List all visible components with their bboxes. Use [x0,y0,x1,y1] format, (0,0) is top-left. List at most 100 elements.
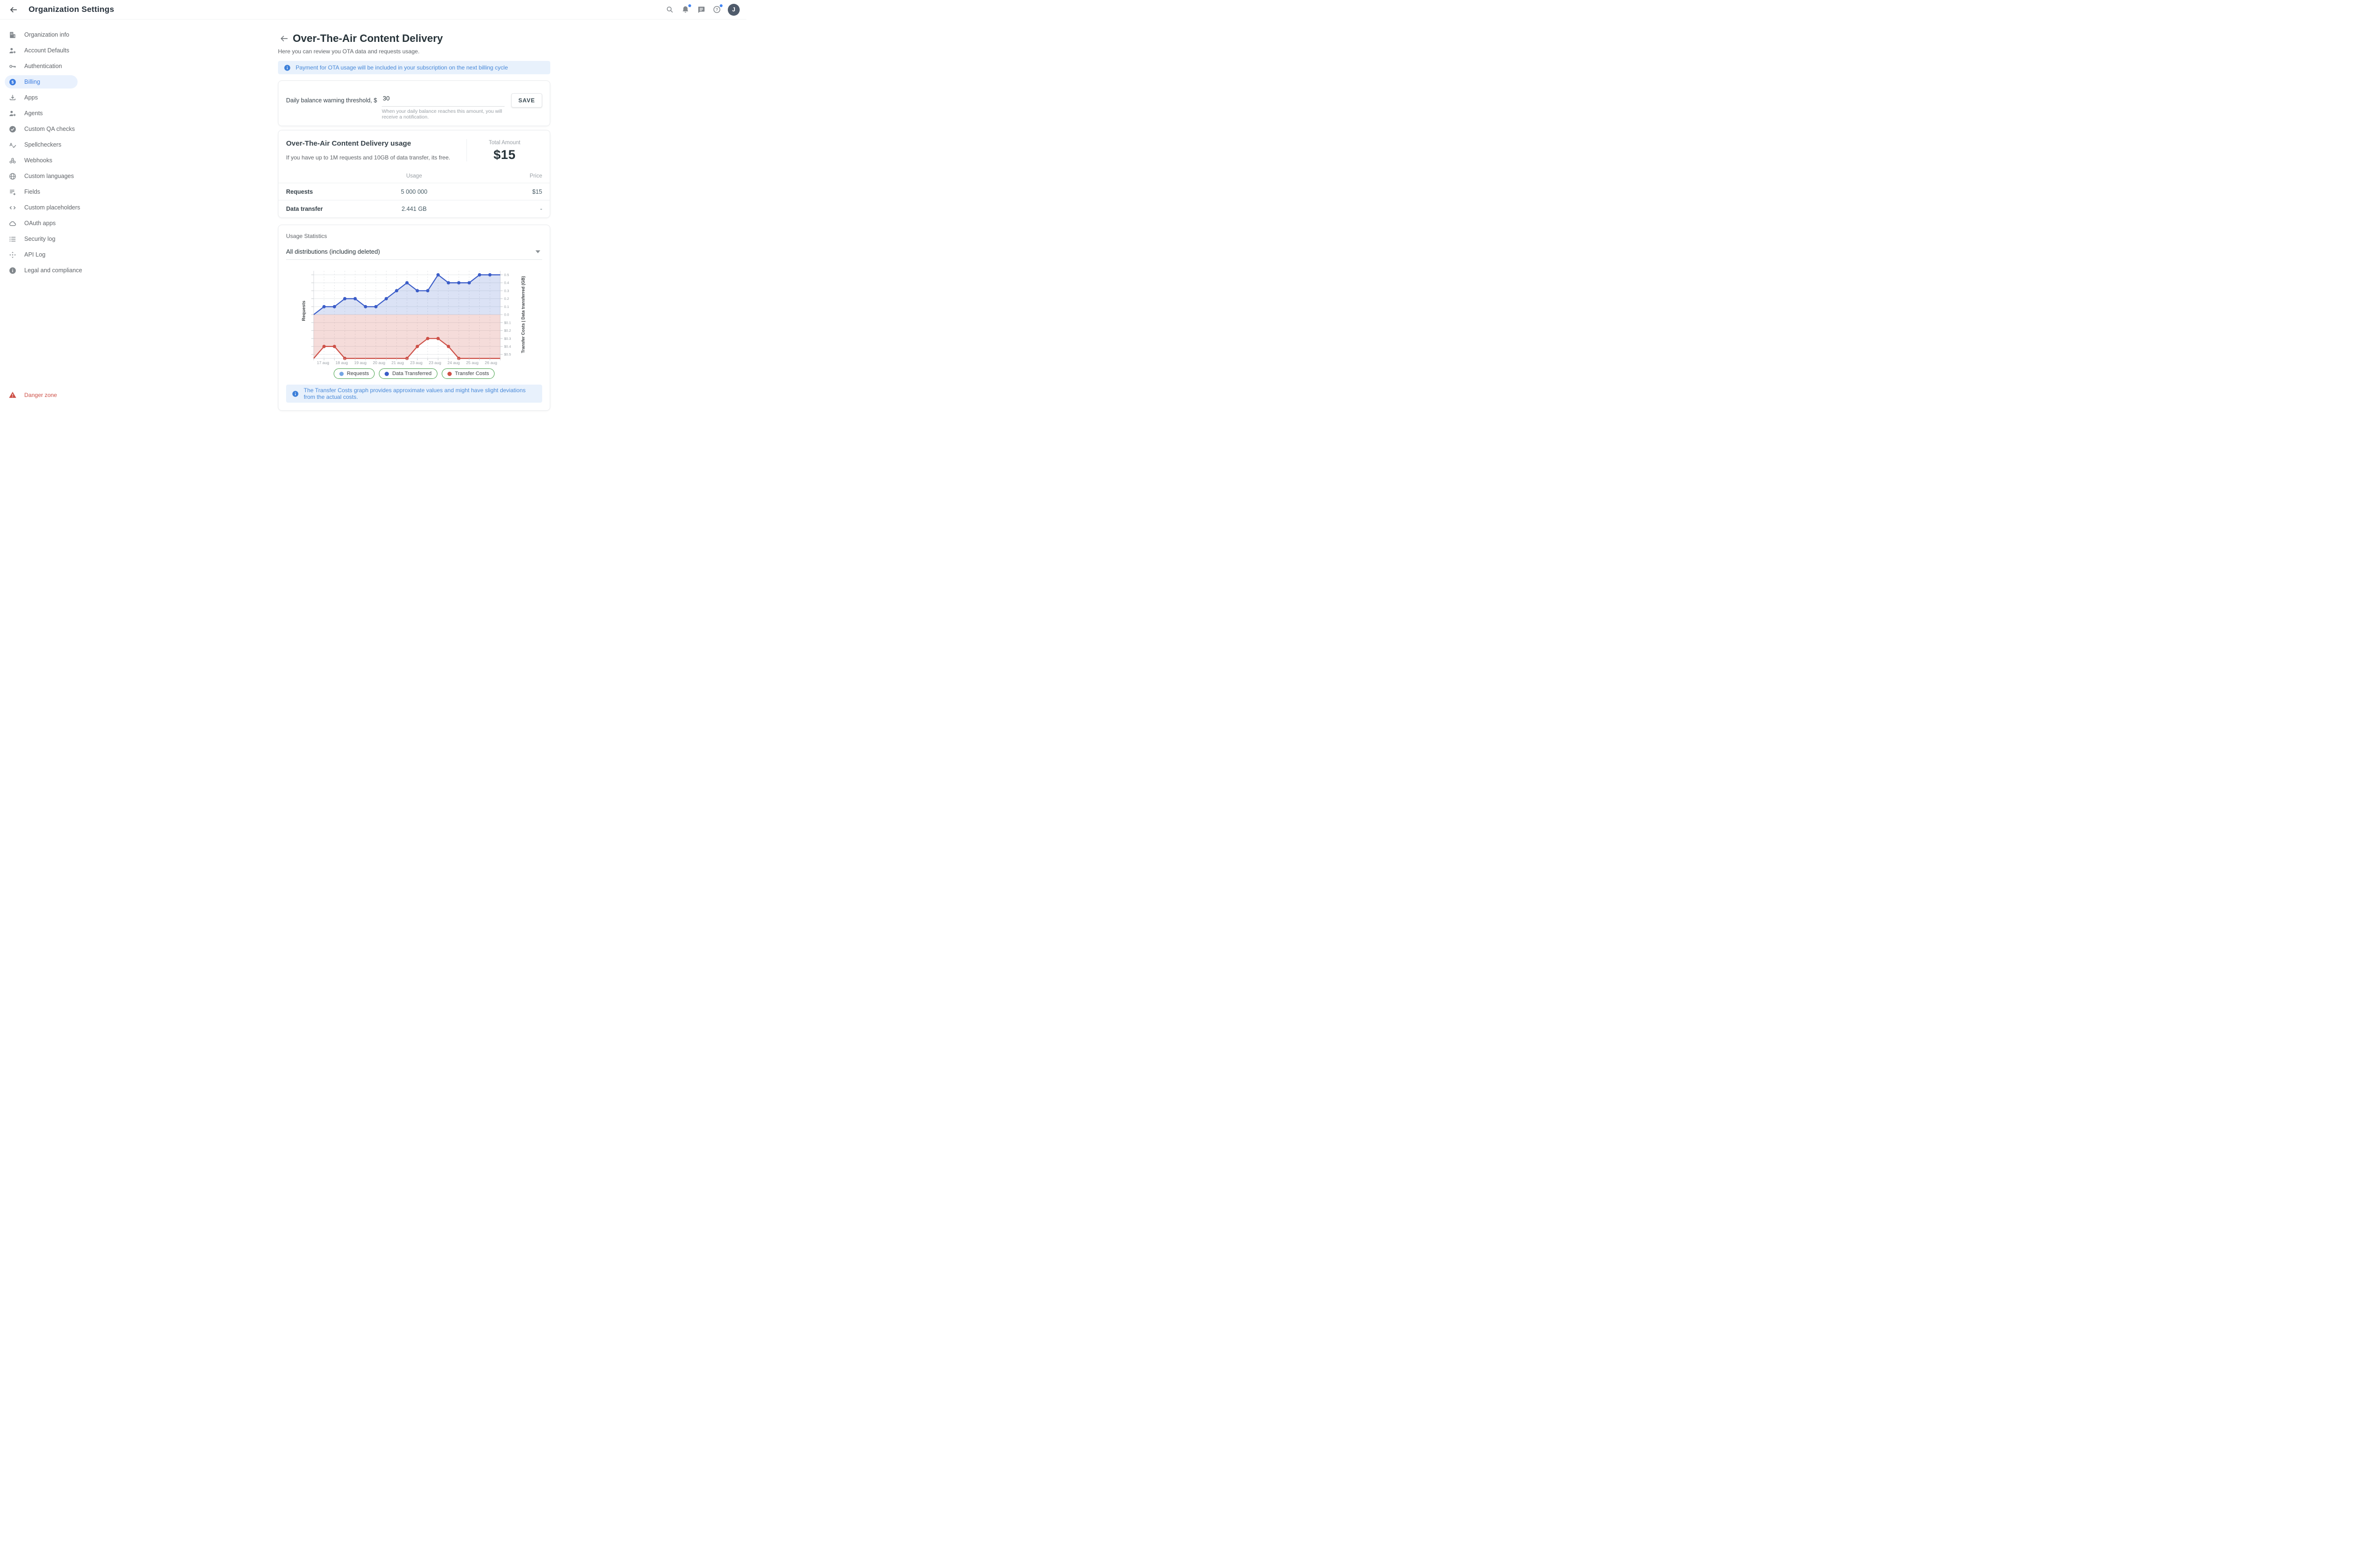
banner-text: The Transfer Costs graph provides approx… [304,387,526,400]
danger-zone-label: Danger zone [24,391,57,398]
banner-text: Payment for OTA usage will be included i… [296,64,508,71]
sidebar-item-label: Authentication [24,63,62,69]
top-app-bar: Organization Settings ? J [0,0,746,20]
help-icon[interactable]: ? [711,3,723,16]
save-button[interactable]: SAVE [511,93,542,108]
sidebar-item-danger-zone[interactable]: Danger zone [5,391,57,399]
sidebar-item-label: Webhooks [24,157,52,164]
threshold-helper: When your daily balance reaches this amo… [382,109,502,120]
sidebar-item-authentication[interactable]: Authentication [5,59,78,73]
sidebar-item-label: Legal and compliance [24,267,82,274]
sidebar-item-billing[interactable]: $ Billing [5,75,78,89]
row-price: - [540,206,542,212]
legend-dot [447,371,452,376]
search-icon[interactable] [664,3,676,16]
vertical-divider [466,139,467,161]
svg-text:23 aug: 23 aug [429,360,441,365]
page-header: Over-The-Air Content Delivery [278,32,550,45]
sidebar-item-label: Fields [24,188,40,195]
sidebar-item-organization-info[interactable]: Organization info [5,28,78,41]
sidebar-item-label: Account Defaults [24,47,69,54]
svg-text:0.1: 0.1 [504,305,509,309]
statistics-card: Usage Statistics All distributions (incl… [278,225,550,411]
svg-text:21 aug: 21 aug [391,360,404,365]
sidebar-item-label: Custom placeholders [24,204,80,211]
table-header-row: Usage Price [278,169,550,183]
info-circle-icon [9,267,17,275]
sidebar-item-label: Custom QA checks [24,126,75,132]
back-arrow-icon[interactable] [7,3,20,16]
usage-subtitle: If you have up to 1M requests and 10GB o… [286,154,450,161]
sidebar-item-label: Agents [24,110,43,117]
legend-chip-transfer-costs[interactable]: Transfer Costs [441,368,495,379]
svg-text:19 aug: 19 aug [354,360,367,365]
settings-sidebar: Organization info Account Defaults Authent… [0,20,114,406]
sidebar-item-label: API Log [24,251,46,258]
transfer-costs-banner: The Transfer Costs graph provides approx… [286,385,542,403]
svg-text:$0.3: $0.3 [504,337,511,341]
spellcheck-icon: A [9,141,17,149]
api-icon [9,251,17,259]
usage-chart: 0.5 0.4 0.3 0.2 0.1 0.0 $0.1 $0.2 $0.3 $0.4 $0.5 17… [301,271,526,365]
svg-text:$0.2: $0.2 [504,328,511,333]
svg-text:0.0: 0.0 [504,313,509,317]
sidebar-item-apps[interactable]: Apps [5,91,78,104]
user-gear-icon [9,47,17,55]
col-header-usage: Usage [406,173,422,179]
svg-text:$0.1: $0.1 [504,320,511,325]
row-usage: 2.441 GB [401,206,427,212]
cloud-icon [9,219,17,228]
sidebar-item-label: Spellcheckers [24,141,61,148]
warning-triangle-icon [9,391,17,399]
svg-text:$: $ [11,79,14,84]
check-circle-icon [9,125,17,133]
legend-dot [385,371,389,376]
sidebar-item-label: Custom languages [24,173,74,179]
main-content: Over-The-Air Content Delivery Here you c… [278,20,550,411]
building-icon [9,31,17,39]
notifications-bell-icon[interactable] [679,3,692,16]
chart-legend: Requests Data Transferred Transfer Costs [286,368,542,379]
sidebar-item-label: OAuth apps [24,220,56,227]
svg-text:Transfer Costs | Data transfer: Transfer Costs | Data transferred (GB) [521,276,526,353]
svg-text:25 aug: 25 aug [466,360,478,365]
legend-label: Requests [347,371,369,376]
legend-label: Transfer Costs [455,371,489,376]
sidebar-item-api-log[interactable]: API Log [5,248,78,261]
svg-text:18 aug: 18 aug [336,360,348,365]
distribution-select-value: All distributions (including deleted) [286,248,380,255]
app-title: Organization Settings [29,5,114,14]
svg-text:17 aug: 17 aug [317,360,329,365]
svg-text:A: A [10,142,13,147]
page-subtitle: Here you can review you OTA data and req… [278,48,420,55]
info-icon [284,64,290,71]
svg-text:?: ? [715,8,718,12]
usage-table: Usage Price Requests 5 000 000 $15 Data tra… [278,169,550,218]
row-usage: 5 000 000 [401,188,427,195]
sidebar-item-custom-placeholders[interactable]: Custom placeholders [5,201,80,214]
chevron-down-icon [536,250,540,253]
legend-chip-data-transferred[interactable]: Data Transferred [379,368,437,379]
threshold-input[interactable] [382,94,505,107]
sidebar-item-oauth-apps[interactable]: OAuth apps [5,217,78,230]
sidebar-item-fields[interactable]: Fields [5,185,78,198]
sidebar-item-agents[interactable]: Agents [5,107,78,120]
code-icon [9,204,17,212]
sidebar-item-label: Security log [24,236,56,242]
sidebar-item-security-log[interactable]: Security log [5,232,78,246]
avatar[interactable]: J [728,3,740,16]
table-row: Data transfer 2.441 GB - [278,200,550,218]
sidebar-item-custom-qa-checks[interactable]: Custom QA checks [5,122,78,136]
distribution-select[interactable]: All distributions (including deleted) [286,248,542,260]
table-row: Requests 5 000 000 $15 [278,183,550,200]
sidebar-item-spellcheckers[interactable]: A Spellcheckers [5,138,78,151]
legend-chip-requests[interactable]: Requests [333,368,375,379]
page-back-arrow-icon[interactable] [278,32,290,45]
chat-icon[interactable] [695,3,707,16]
sidebar-item-custom-languages[interactable]: Custom languages [5,169,78,183]
sidebar-item-account-defaults[interactable]: Account Defaults [5,44,78,57]
col-header-price: Price [529,173,542,179]
row-name: Requests [286,188,313,195]
sidebar-item-webhooks[interactable]: Webhooks [5,154,78,167]
sidebar-item-legal-and-compliance[interactable]: Legal and compliance [5,264,82,277]
